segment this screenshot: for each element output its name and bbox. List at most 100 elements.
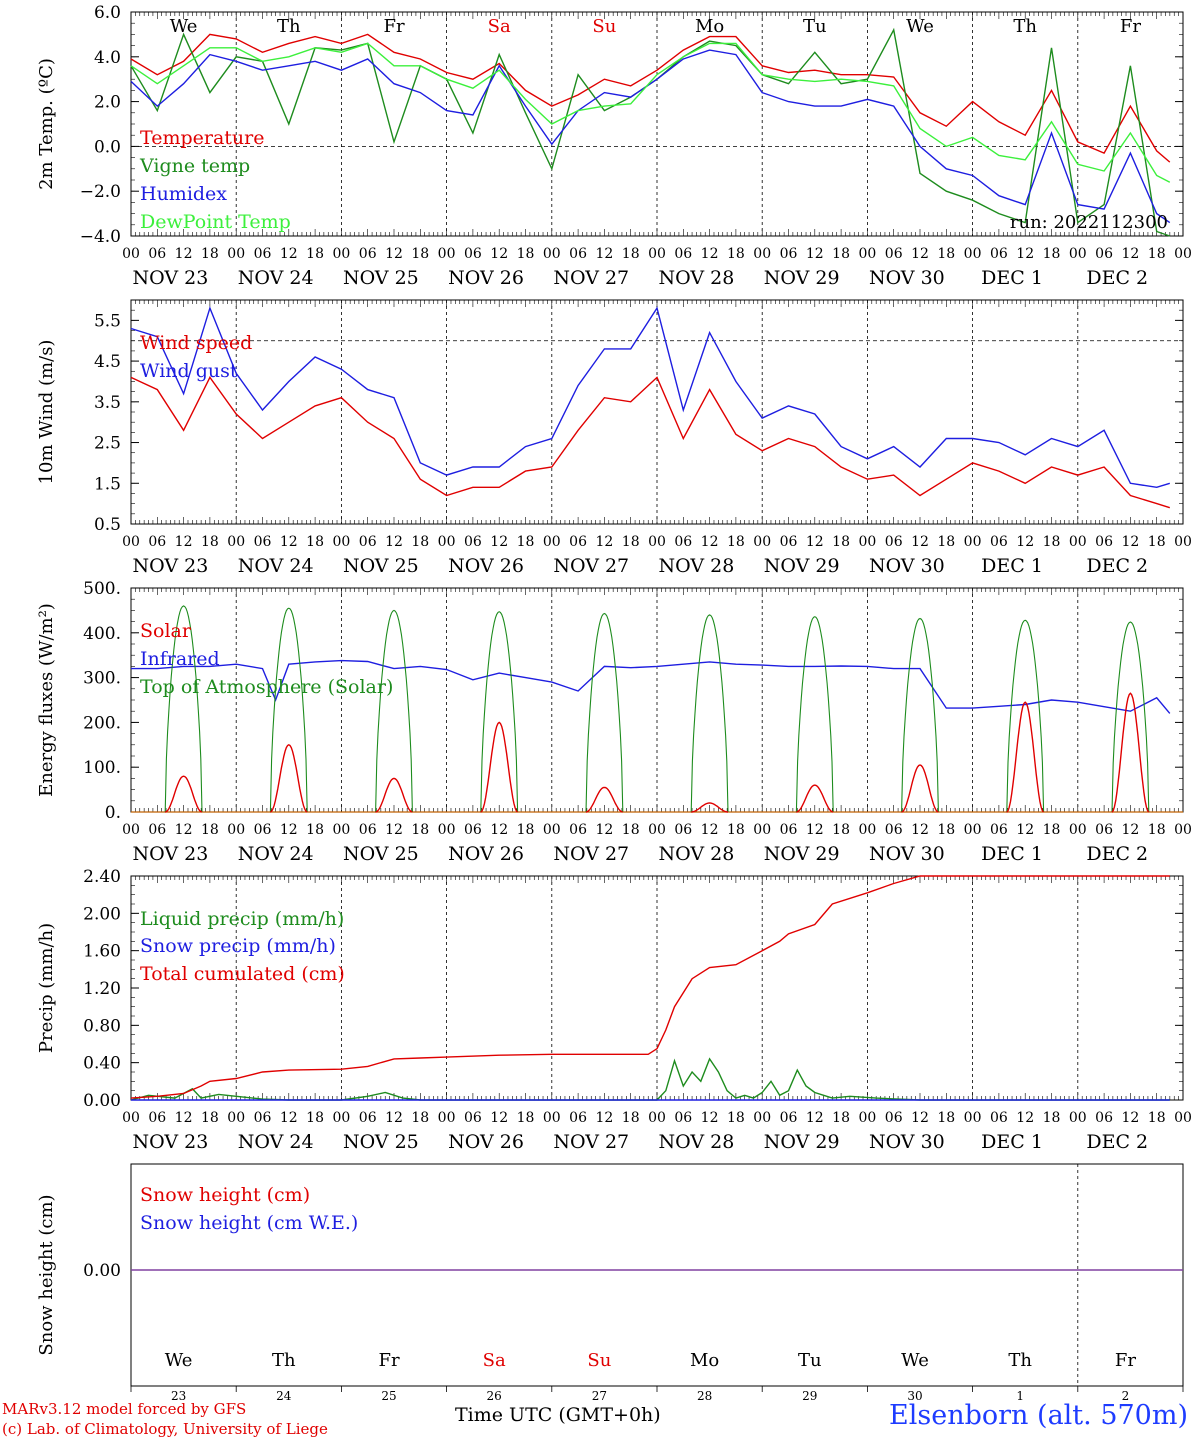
- hour-label: 12: [490, 246, 508, 262]
- date-label: NOV 30: [869, 555, 945, 577]
- hour-label: 06: [674, 534, 692, 550]
- hour-label: 18: [201, 534, 219, 550]
- hour-label: 18: [306, 822, 324, 838]
- y-tick-label: 5.5: [94, 311, 121, 331]
- hour-label: 12: [175, 534, 193, 550]
- plot-frame: [130, 299, 1184, 525]
- day-number-label: 1: [1016, 1389, 1024, 1403]
- y-tick-label: 3.5: [94, 393, 121, 413]
- hour-label: 06: [1095, 1110, 1113, 1126]
- hour-label: 18: [517, 822, 535, 838]
- hour-label: 18: [622, 534, 640, 550]
- hour-label: 00: [964, 822, 982, 838]
- hour-label: 12: [595, 822, 613, 838]
- hour-label: 06: [674, 822, 692, 838]
- credit-label: (c) Lab. of Climatology, University of L…: [2, 1420, 328, 1438]
- y-axis-label: Energy fluxes (W/m²): [36, 603, 57, 797]
- date-label: NOV 29: [764, 555, 840, 577]
- hour-label: 00: [648, 1110, 666, 1126]
- date-label: DEC 1: [981, 555, 1043, 577]
- hour-label: 06: [148, 1110, 166, 1126]
- date-label: NOV 25: [343, 1131, 419, 1153]
- weekday-label: We: [170, 16, 198, 37]
- run-label: run: 2022112300: [1010, 212, 1168, 233]
- date-label: DEC 2: [1086, 1131, 1148, 1153]
- hour-label: 18: [622, 1110, 640, 1126]
- date-label: NOV 28: [659, 555, 735, 577]
- weekday-label: Mo: [695, 16, 724, 37]
- hour-label: 12: [911, 246, 929, 262]
- hour-label: 00: [227, 534, 245, 550]
- hour-label: 18: [727, 534, 745, 550]
- hour-label: 00: [438, 822, 456, 838]
- y-tick-label: −2.0: [80, 182, 121, 202]
- hour-label: 06: [254, 246, 272, 262]
- date-label: NOV 23: [133, 1131, 209, 1153]
- weekday-label: Fr: [383, 16, 404, 37]
- day-number-label: 29: [802, 1389, 817, 1403]
- toa-solar-arch: [480, 611, 519, 813]
- day-number-label: 25: [381, 1389, 396, 1403]
- date-label: NOV 28: [659, 843, 735, 865]
- hour-label: 06: [780, 822, 798, 838]
- hour-label: 00: [122, 822, 140, 838]
- series-line-4: [130, 42, 1171, 183]
- hour-label: 06: [569, 246, 587, 262]
- date-label: NOV 25: [343, 267, 419, 289]
- hour-label: 00: [543, 1110, 561, 1126]
- time-axis-label: Time UTC (GMT+0h): [455, 1404, 661, 1426]
- y-tick-label: 1.20: [83, 979, 121, 999]
- date-label: NOV 23: [133, 843, 209, 865]
- hour-label: 12: [280, 1110, 298, 1126]
- hour-label: 00: [332, 822, 350, 838]
- station-label: Elsenborn (alt. 570m): [889, 1400, 1188, 1431]
- hour-label: 12: [385, 822, 403, 838]
- date-label: NOV 25: [343, 843, 419, 865]
- hour-label: 06: [1095, 246, 1113, 262]
- hour-label: 06: [990, 1110, 1008, 1126]
- hour-label: 00: [753, 1110, 771, 1126]
- date-label: NOV 26: [448, 555, 524, 577]
- date-label: NOV 29: [764, 843, 840, 865]
- weekday-label: We: [906, 16, 934, 37]
- hour-label: 18: [832, 822, 850, 838]
- hour-label: 12: [911, 822, 929, 838]
- weekday-label: Su: [587, 1350, 611, 1371]
- hour-label: 12: [175, 246, 193, 262]
- hour-label: 12: [806, 246, 824, 262]
- hour-label: 18: [411, 246, 429, 262]
- model-label: MARv3.12 model forced by GFS: [2, 1400, 247, 1418]
- date-label: NOV 24: [238, 267, 314, 289]
- hour-label: 00: [1174, 534, 1192, 550]
- date-label: NOV 24: [238, 555, 314, 577]
- date-label: NOV 30: [869, 267, 945, 289]
- y-tick-label: 0.40: [83, 1054, 121, 1074]
- weekday-label: Th: [1008, 1350, 1032, 1371]
- day-number-label: 24: [276, 1389, 292, 1403]
- date-label: DEC 1: [981, 267, 1043, 289]
- panel-4: 2.40 2.00 1.60 1.20 0.80 0.40 0.00 Precip (mm/h…: [36, 867, 1192, 1153]
- hour-label: 18: [1148, 822, 1166, 838]
- date-label: NOV 27: [553, 555, 629, 577]
- hour-label: 18: [517, 1110, 535, 1126]
- weekday-label: Fr: [1120, 16, 1141, 37]
- day-number-label: 30: [907, 1389, 922, 1403]
- hour-label: 18: [832, 246, 850, 262]
- hour-label: 06: [780, 246, 798, 262]
- y-tick-label: 0.: [105, 803, 121, 823]
- hour-label: 18: [1043, 822, 1061, 838]
- weekday-label: Sa: [483, 1350, 506, 1371]
- hour-label: 12: [701, 1110, 719, 1126]
- date-label: DEC 2: [1086, 843, 1148, 865]
- date-label: NOV 26: [448, 1131, 524, 1153]
- series-line-1: [130, 1057, 1170, 1101]
- hour-label: 12: [385, 1110, 403, 1126]
- series-line-1: [130, 33, 1171, 163]
- solar-arch: [691, 802, 729, 813]
- hour-label: 00: [438, 246, 456, 262]
- series-line-1: [130, 376, 1171, 509]
- hour-label: 00: [753, 246, 771, 262]
- hour-label: 12: [595, 1110, 613, 1126]
- y-tick-label: 6.0: [94, 3, 121, 23]
